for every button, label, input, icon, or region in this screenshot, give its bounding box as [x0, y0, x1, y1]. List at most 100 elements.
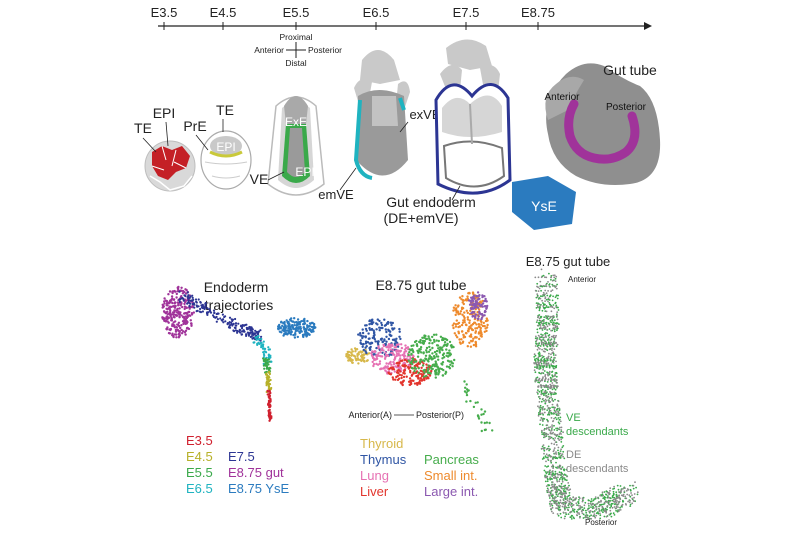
spatial-point [547, 306, 550, 309]
gut-point [393, 346, 396, 349]
gut-point [465, 309, 468, 312]
gut-point [491, 429, 494, 432]
gut-point [442, 344, 446, 347]
gut-endoderm-sub-label: (DE+emVE) [383, 210, 458, 226]
spatial-point [622, 499, 624, 502]
spatial-point [542, 397, 544, 400]
spatial-point [549, 342, 552, 345]
stage-label: E4.5 [210, 5, 237, 20]
trajectory-point [189, 302, 192, 305]
trajectory-point [311, 321, 314, 325]
spatial-point [555, 493, 558, 496]
gut-point [357, 333, 360, 336]
gut-point [404, 344, 407, 347]
trajectory-point [187, 299, 190, 302]
trajectories-title: trajectories [205, 297, 273, 313]
gut-point [482, 321, 485, 325]
spatial-point [543, 358, 546, 360]
spatial-point [559, 450, 562, 452]
spatial-point [553, 384, 556, 387]
gut-point [367, 332, 370, 335]
spatial-point [553, 391, 556, 394]
spatial-point [553, 424, 555, 427]
gut-point [472, 311, 476, 314]
spatial-point [545, 298, 548, 301]
gut-point [472, 343, 476, 347]
spatial-point [557, 414, 559, 416]
gut-point [463, 311, 466, 314]
spatial-point [541, 348, 543, 351]
legend-e6-5: E6.5 [186, 481, 213, 496]
trajectory-point [195, 300, 198, 303]
trajectory-point [165, 307, 168, 310]
trajectory-point [193, 306, 196, 309]
spatial-point [551, 424, 553, 426]
spatial-point [552, 512, 555, 514]
trajectory-point [165, 302, 169, 305]
spatial-point [548, 503, 551, 505]
gut-point [479, 326, 482, 330]
spatial-point [549, 339, 552, 341]
gut-point [416, 364, 419, 368]
spatial-point [544, 389, 547, 392]
gut-tube-scatter [345, 291, 494, 433]
gut-point [474, 345, 478, 348]
trajectory-point [222, 321, 225, 324]
gut-point [488, 421, 491, 425]
spatial-point [537, 315, 540, 318]
gut-point [398, 335, 401, 338]
trajectory-point [233, 326, 236, 329]
trajectory-point [264, 350, 267, 353]
gut-point [399, 354, 402, 357]
spatial-point [545, 456, 547, 459]
spatial-point [545, 377, 547, 380]
gut-point [484, 297, 487, 301]
gut-point [400, 374, 403, 377]
spatial-point [573, 508, 576, 511]
trajectory-point [236, 331, 239, 334]
spatial-point [554, 455, 557, 458]
gut-point [465, 332, 468, 335]
spatial-point [539, 411, 541, 414]
spatial-point [543, 336, 545, 339]
e6-5-emve-teal [353, 99, 373, 180]
spatial-point [555, 313, 558, 316]
emve-leader [339, 167, 357, 191]
gut-point [483, 295, 486, 298]
trajectory-point [167, 331, 171, 335]
gut-point [480, 333, 483, 336]
legend-e4-5: E4.5 [186, 449, 213, 464]
spatial-point [609, 489, 611, 492]
legend-organs: Thyroid Thymus Lung Liver Pancreas Small… [360, 436, 479, 499]
gut-point [400, 382, 403, 385]
spatial-point [630, 492, 632, 494]
e4-5-te-lines [204, 161, 248, 179]
spatial-point [546, 466, 548, 468]
spatial-point [544, 327, 547, 329]
gut-point [427, 367, 430, 370]
spatial-point [563, 468, 565, 471]
trajectory-point [262, 357, 265, 360]
spatial-point [549, 358, 552, 360]
gut-point [391, 344, 394, 347]
spatial-point [553, 334, 555, 337]
gut-point [468, 335, 471, 338]
spatial-point [561, 505, 564, 508]
spatial-point [538, 344, 540, 346]
spatial-point [544, 471, 547, 473]
trajectory-point [169, 313, 172, 317]
trajectory-point [269, 417, 272, 421]
gut-point [450, 344, 453, 347]
trajectory-point [178, 298, 181, 301]
trajectory-point [268, 383, 272, 386]
gut-point [427, 357, 431, 360]
spatial-point [550, 384, 553, 387]
spatial-point [537, 276, 540, 279]
gut-point [419, 348, 422, 351]
gut-point [421, 364, 425, 367]
trajectory-point [263, 354, 266, 357]
trajectory-point [170, 298, 173, 301]
spatial-point [551, 464, 554, 467]
spatial-point [608, 513, 611, 516]
spatial-point [553, 497, 556, 499]
